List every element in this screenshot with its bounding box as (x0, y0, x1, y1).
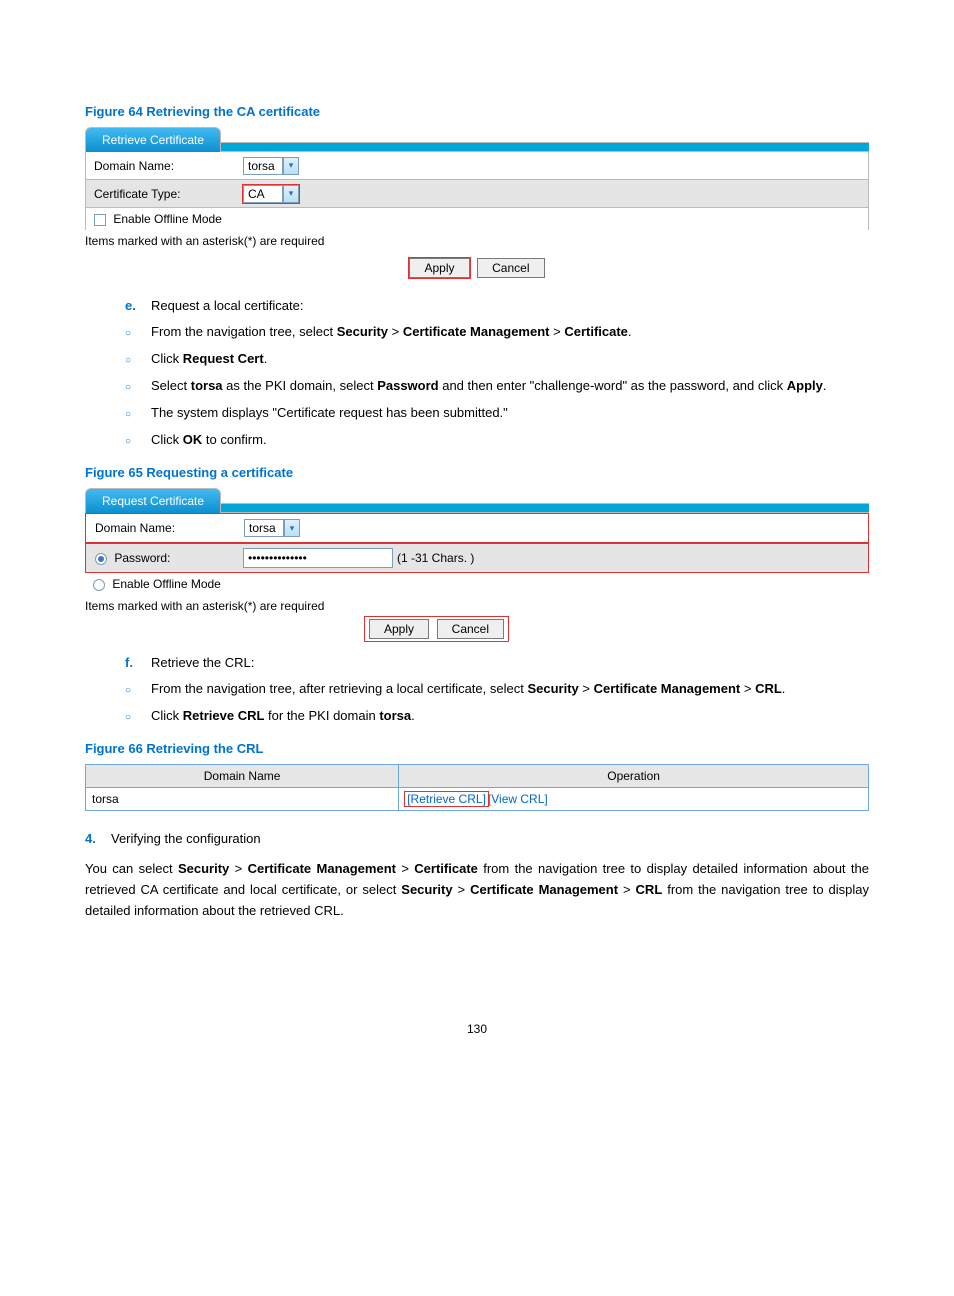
step-e-sub2: Click Request Cert. (151, 349, 267, 369)
bullet-icon: ○ (125, 379, 139, 397)
enable-offline-checkbox[interactable] (94, 214, 106, 226)
certificate-type-label: Certificate Type: (86, 183, 234, 205)
certificate-type-select-value: CA (243, 185, 283, 203)
bullet-icon: ○ (125, 406, 139, 424)
step-e-marker: e. (125, 296, 139, 316)
step-e-sub4: The system displays "Certificate request… (151, 403, 508, 423)
crl-th-domain: Domain Name (86, 765, 399, 788)
crl-table: Domain Name Operation torsa [Retrieve CR… (85, 764, 869, 811)
required-note-65: Items marked with an asterisk(*) are req… (85, 595, 869, 617)
page-number: 130 (85, 1022, 869, 1036)
domain-name-select-65: torsa (244, 519, 284, 537)
figure-65-caption: Figure 65 Requesting a certificate (85, 465, 869, 480)
enable-offline-label: Enable Offline Mode (113, 212, 222, 226)
figure-64-caption: Figure 64 Retrieving the CA certificate (85, 104, 869, 119)
crl-th-operation: Operation (399, 765, 869, 788)
step-f-sub1: From the navigation tree, after retrievi… (151, 679, 785, 699)
domain-name-dropdown-icon[interactable]: ▾ (283, 157, 299, 175)
figure-64-ui: Retrieve Certificate Domain Name: torsa … (85, 127, 869, 284)
domain-name-dropdown-icon-65[interactable]: ▾ (284, 519, 300, 537)
step-e-sub3: Select torsa as the PKI domain, select P… (151, 376, 827, 396)
bullet-icon: ○ (125, 325, 139, 343)
bullet-icon: ○ (125, 709, 139, 727)
step-4-text: Verifying the configuration (111, 829, 261, 849)
step-e-sub1: From the navigation tree, select Securit… (151, 322, 632, 342)
figure-66-caption: Figure 66 Retrieving the CRL (85, 741, 869, 756)
password-radio[interactable] (95, 553, 107, 565)
request-certificate-tab[interactable]: Request Certificate (85, 488, 221, 513)
required-note: Items marked with an asterisk(*) are req… (85, 230, 869, 252)
crl-td-domain: torsa (86, 788, 399, 811)
step-4-marker: 4. (85, 829, 99, 849)
retrieve-crl-link[interactable]: Retrieve CRL (411, 792, 483, 806)
domain-name-label: Domain Name: (86, 155, 234, 177)
cancel-button[interactable]: Cancel (477, 258, 544, 278)
retrieve-certificate-tab[interactable]: Retrieve Certificate (85, 127, 221, 152)
certificate-type-dropdown-icon[interactable]: ▾ (283, 185, 299, 203)
step-e-sub5: Click OK to confirm. (151, 430, 267, 450)
password-input[interactable] (243, 548, 393, 568)
enable-offline-label-65: Enable Offline Mode (112, 577, 221, 591)
password-hint: (1 -31 Chars. ) (397, 551, 474, 565)
cancel-button-65[interactable]: Cancel (437, 619, 504, 639)
step-e-text: Request a local certificate: (151, 296, 303, 316)
verification-paragraph: You can select Security > Certificate Ma… (85, 859, 869, 921)
domain-name-label-65: Domain Name: (87, 517, 235, 539)
enable-offline-radio[interactable] (93, 579, 105, 591)
bullet-icon: ○ (125, 682, 139, 700)
domain-name-select-value: torsa (243, 157, 283, 175)
bullet-icon: ○ (125, 352, 139, 370)
step-f-marker: f. (125, 653, 139, 673)
step-f-text: Retrieve the CRL: (151, 653, 254, 673)
apply-button[interactable]: Apply (409, 258, 469, 278)
step-f-sub2: Click Retrieve CRL for the PKI domain to… (151, 706, 415, 726)
figure-65-ui: Request Certificate Domain Name: torsa ▾… (85, 488, 869, 641)
view-crl-link[interactable]: View CRL (491, 792, 544, 806)
bullet-icon: ○ (125, 433, 139, 451)
apply-button-65[interactable]: Apply (369, 619, 429, 639)
password-label: Password: (114, 551, 170, 565)
